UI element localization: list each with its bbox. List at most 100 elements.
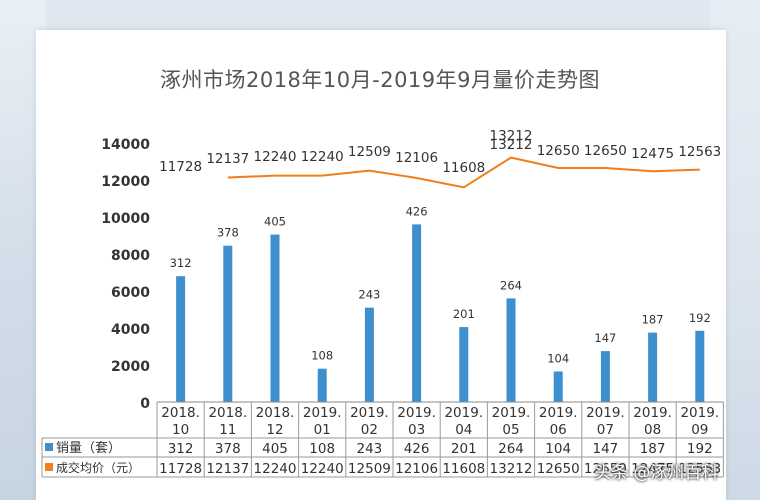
table-cell-sales: 187 [640,441,666,457]
bar-sales [270,234,280,402]
table-cell-price: 12240 [254,461,297,477]
bar-sales [176,276,186,402]
bar-data-label: 378 [217,226,239,240]
legend-label-price: 成交均价（元） [56,460,140,475]
bar-data-label: 201 [453,307,475,321]
x-tick-label: 07 [597,422,614,438]
price-data-label: 11728 [159,159,202,175]
bar-sales [364,307,374,402]
legend-key-price [45,463,53,471]
x-tick-label: 2019. [444,405,483,421]
bar-data-label: 312 [170,256,192,270]
bar-data-label: 187 [642,313,664,327]
legend-label-sales: 销量（套） [56,440,121,456]
x-tick-label: 08 [644,422,661,438]
price-data-label: 11608 [442,160,485,176]
x-tick-label: 2019. [397,405,436,421]
x-tick-label: 09 [691,422,708,438]
price-data-label: 12240 [254,149,297,165]
bar-data-label: 104 [547,351,569,365]
table-cell-sales: 192 [687,441,713,457]
bar-sales [223,245,233,402]
watermark-text: 头条 @涿州百科 [594,463,719,483]
price-data-label: 12137 [206,151,249,167]
y-tick-label: 12000 [101,174,150,190]
y-tick-label: 10000 [101,211,150,227]
bar-sales [317,368,327,402]
y-tick-label: 6000 [111,285,150,301]
x-tick-label: 12 [266,422,283,438]
table-cell-sales: 147 [593,441,619,457]
x-tick-label: 10 [172,422,189,438]
x-tick-label: 03 [408,422,425,438]
table-cell-sales: 264 [498,441,524,457]
bar-data-label: 192 [689,311,711,325]
x-tick-label: 2019. [680,405,719,421]
price-data-label: 12240 [301,149,344,165]
price-data-label: 12509 [348,144,391,160]
bar-data-label: 108 [311,349,333,363]
price-data-label: 12475 [631,146,674,162]
x-tick-label: 04 [455,422,472,438]
price-line [227,156,700,189]
y-tick-label: 8000 [111,248,150,264]
bar-data-label: 243 [358,288,380,302]
y-tick-label: 2000 [111,359,150,375]
table-cell-sales: 312 [168,441,194,457]
bar-data-label: 264 [500,278,522,292]
x-tick-label: 2018. [208,405,247,421]
table-cell-price: 11608 [442,461,485,477]
table-cell-sales: 426 [404,441,430,457]
y-tick-label: 4000 [111,322,150,338]
bar-data-label: 426 [406,204,428,218]
bar-sales [459,327,469,402]
bar-data-label: 405 [264,215,286,229]
table-cell-sales: 243 [357,441,383,457]
table-cell-price: 12650 [584,461,627,477]
table-cell-price: 12475 [631,461,674,477]
price-data-label: 12563 [678,144,721,160]
chart-title: 涿州市场2018年10月-2019年9月量价走势图 [159,68,601,92]
x-tick-label: 05 [502,422,519,438]
bar-sales [506,298,516,402]
table-cell-price: 12240 [301,461,344,477]
y-tick-label: 0 [140,396,150,412]
x-tick-label: 2019. [492,405,531,421]
x-tick-label: 02 [361,422,378,438]
x-tick-label: 11 [219,422,236,438]
chart-card [36,30,726,500]
x-tick-label: 2019. [539,405,578,421]
price-data-label: 13212 [490,137,533,153]
table-cell-price: 11728 [159,461,202,477]
table-cell-price: 12106 [395,461,438,477]
table-cell-sales: 378 [215,441,241,457]
legend-key-sales [45,443,53,451]
price-data-label-extra: 13212 [490,128,533,144]
bar-sales [553,371,563,402]
table-cell-price: 12509 [348,461,391,477]
x-tick-label: 2018. [256,405,295,421]
x-tick-label: 06 [550,422,567,438]
table-cell-price: 12650 [537,461,580,477]
price-data-label: 12650 [584,143,627,159]
bar-sales [648,332,658,402]
table-cell-price: 12137 [206,461,249,477]
bar-sales [412,224,422,402]
x-tick-label: 2019. [633,405,672,421]
x-tick-label: 01 [314,422,331,438]
x-tick-label: 2019. [303,405,342,421]
table-cell-sales: 104 [545,441,571,457]
bar-data-label: 147 [594,331,616,345]
x-tick-label: 2019. [350,405,389,421]
table-cell-sales: 108 [309,441,335,457]
table-cell-price: 13212 [490,461,533,477]
x-tick-label: 2018. [161,405,200,421]
bar-sales [695,330,705,402]
table-cell-sales: 405 [262,441,288,457]
table-cell-price: 12563 [678,461,721,477]
y-tick-label: 14000 [101,137,150,153]
price-data-label: 12650 [537,143,580,159]
price-data-label: 12106 [395,150,438,166]
x-tick-label: 2019. [586,405,625,421]
